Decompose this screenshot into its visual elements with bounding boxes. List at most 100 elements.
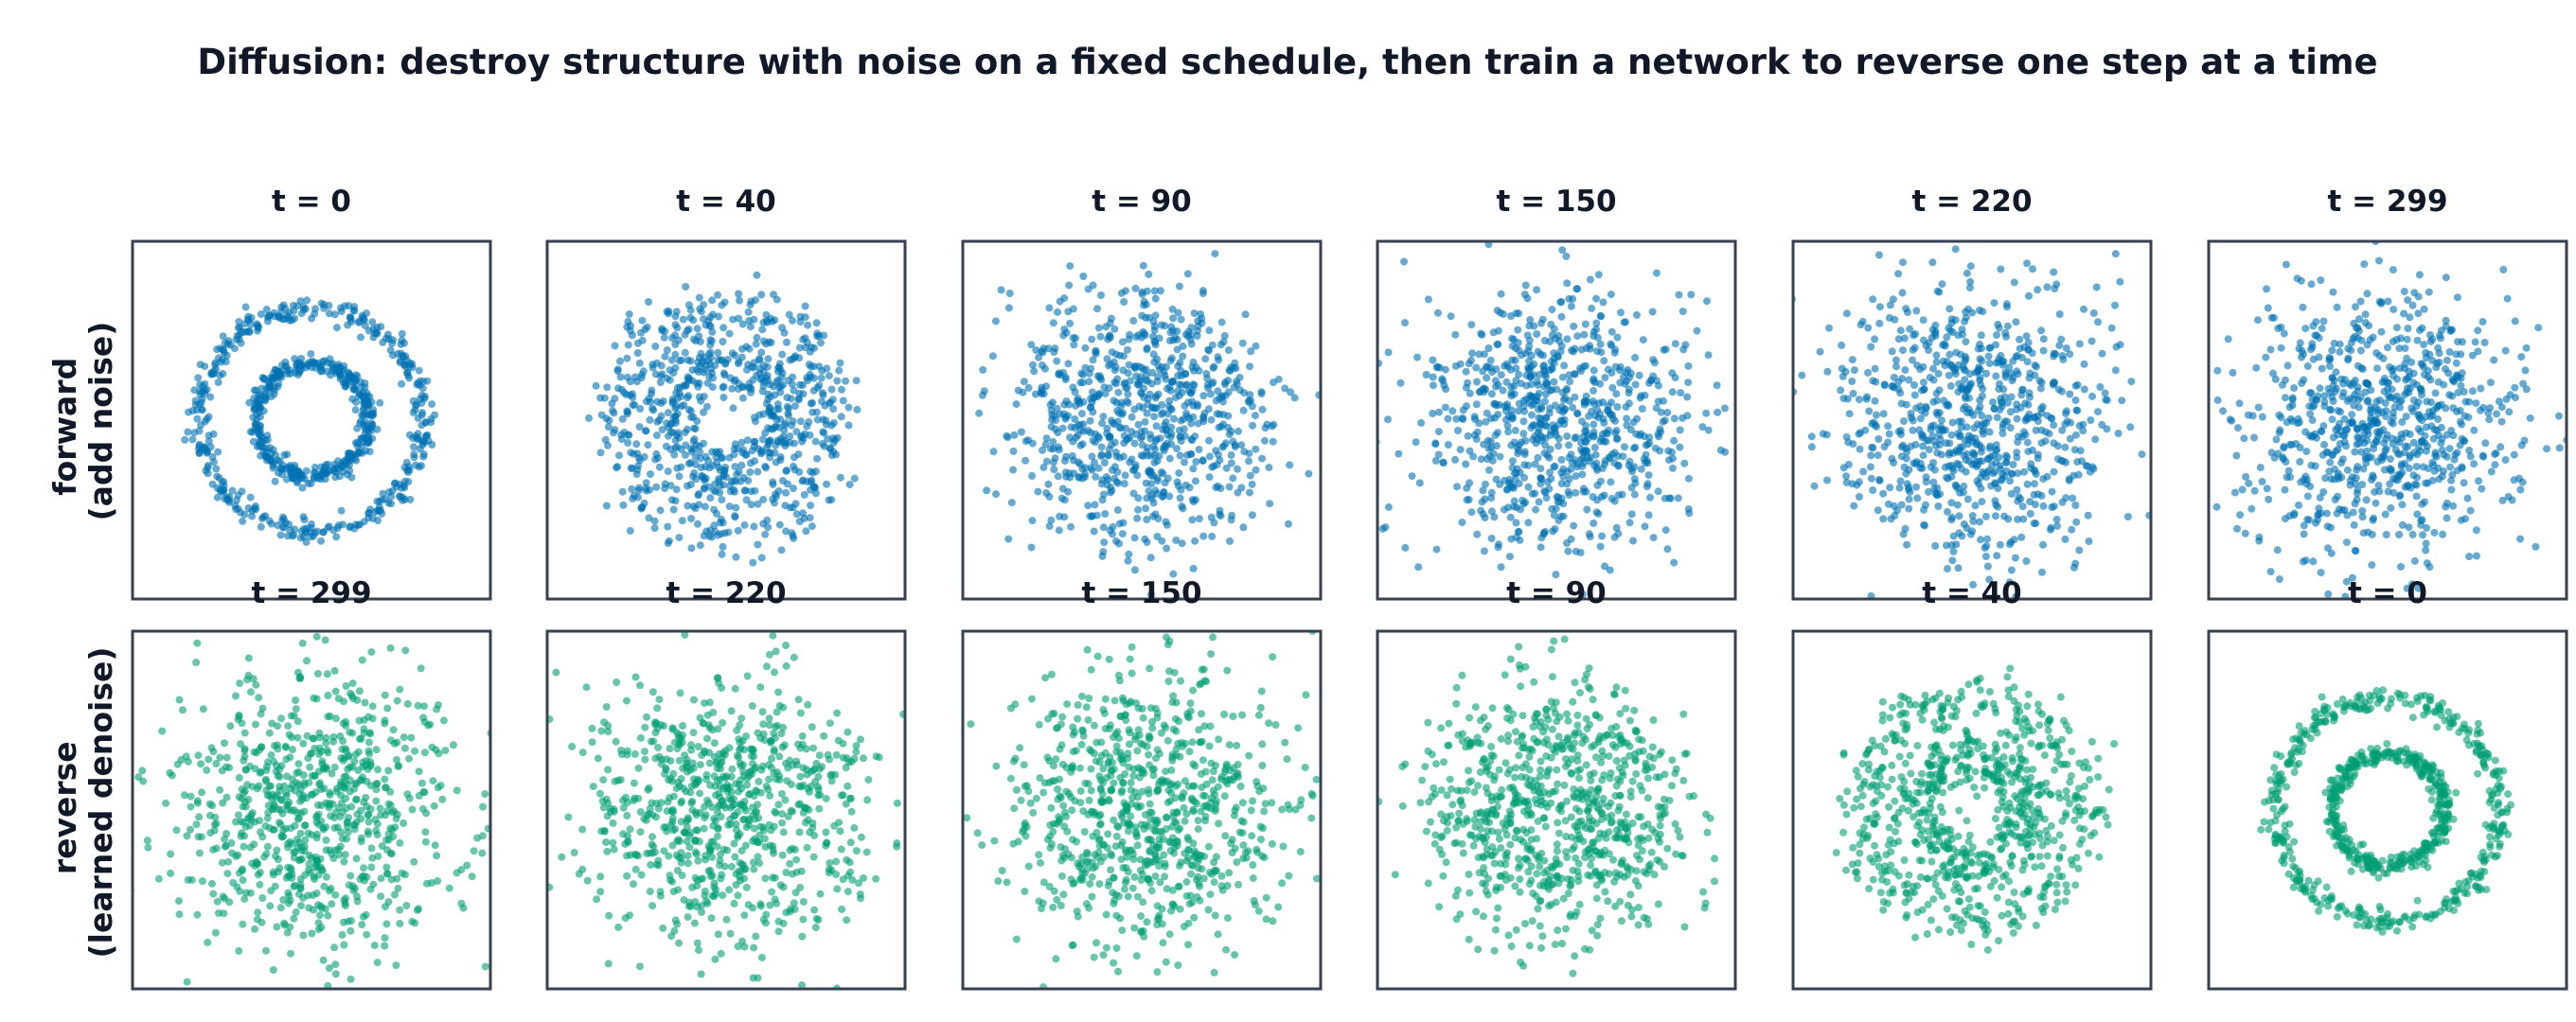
point <box>687 544 696 553</box>
point <box>724 528 733 537</box>
point <box>787 395 795 403</box>
point <box>1713 381 1721 390</box>
point <box>1039 348 1047 357</box>
point <box>1462 460 1470 468</box>
point <box>2022 557 2031 565</box>
point <box>1191 477 1199 485</box>
point <box>1473 530 1482 538</box>
point <box>1616 362 1625 371</box>
point <box>626 526 634 535</box>
point <box>1475 388 1483 396</box>
point <box>1049 445 1057 453</box>
point <box>248 512 257 520</box>
point <box>1874 506 1882 515</box>
point <box>2296 339 2304 347</box>
point <box>1911 329 1920 338</box>
point <box>1885 430 1893 438</box>
point <box>320 304 329 312</box>
point <box>2461 412 2469 420</box>
point <box>759 381 768 390</box>
point <box>375 498 383 506</box>
point <box>742 343 751 351</box>
point <box>439 716 448 725</box>
point <box>1867 591 1875 599</box>
point <box>1195 366 1203 375</box>
point <box>1848 378 1856 385</box>
point <box>1257 390 1266 397</box>
point <box>1919 379 1928 387</box>
point <box>2266 345 2275 354</box>
point <box>720 481 728 489</box>
point <box>2431 449 2440 457</box>
point <box>1676 443 1684 451</box>
point <box>1630 490 1639 499</box>
panel-frame <box>1376 239 1737 601</box>
point <box>1165 492 1174 501</box>
point <box>2301 325 2310 333</box>
point <box>1985 360 1994 367</box>
point <box>1104 451 1112 460</box>
point <box>1507 382 1516 391</box>
point <box>1466 389 1474 397</box>
point <box>337 506 346 515</box>
point <box>2503 294 2512 303</box>
point <box>1138 441 1146 449</box>
point <box>2039 502 2048 510</box>
point <box>813 415 822 424</box>
point <box>1045 304 1054 312</box>
point <box>204 464 212 472</box>
point <box>1154 373 1162 381</box>
point <box>1594 509 1603 518</box>
point <box>827 385 836 394</box>
point <box>1134 494 1143 502</box>
point <box>1894 335 1903 344</box>
point <box>1568 458 1576 467</box>
point <box>1356 407 1363 414</box>
point <box>2466 506 2475 515</box>
point <box>214 448 222 456</box>
point <box>1095 372 1104 380</box>
point <box>2240 434 2248 443</box>
point <box>713 509 720 518</box>
point <box>1122 424 1129 432</box>
point <box>1042 457 1051 466</box>
point <box>2072 518 2081 526</box>
point <box>1154 361 1163 370</box>
point <box>788 380 796 389</box>
point <box>1866 463 1874 471</box>
point <box>1557 455 1566 464</box>
point <box>725 453 734 462</box>
point <box>1626 426 1635 433</box>
point <box>1094 324 1103 332</box>
point <box>1612 427 1621 434</box>
point <box>2123 513 2132 520</box>
point <box>1413 353 1421 361</box>
point <box>209 890 218 898</box>
point <box>240 328 248 336</box>
point <box>2434 344 2443 352</box>
point <box>713 459 721 467</box>
point <box>1483 436 1492 445</box>
point <box>246 493 255 502</box>
point <box>1042 489 1051 497</box>
point <box>2007 490 2016 498</box>
point <box>298 484 307 492</box>
point <box>2330 377 2338 385</box>
point <box>639 367 648 376</box>
point <box>399 493 407 502</box>
point <box>329 366 337 375</box>
point <box>1580 330 1589 339</box>
point <box>1581 446 1590 454</box>
point <box>2446 326 2455 335</box>
point <box>1049 438 1057 446</box>
point <box>2031 371 2039 379</box>
point <box>1996 379 2003 388</box>
point <box>2336 408 2345 416</box>
point <box>1551 462 1559 470</box>
point <box>2307 280 2316 289</box>
point <box>1996 540 2004 549</box>
point <box>1248 511 1256 520</box>
point <box>1856 445 1864 453</box>
point <box>2435 475 2443 484</box>
point <box>1466 447 1474 455</box>
